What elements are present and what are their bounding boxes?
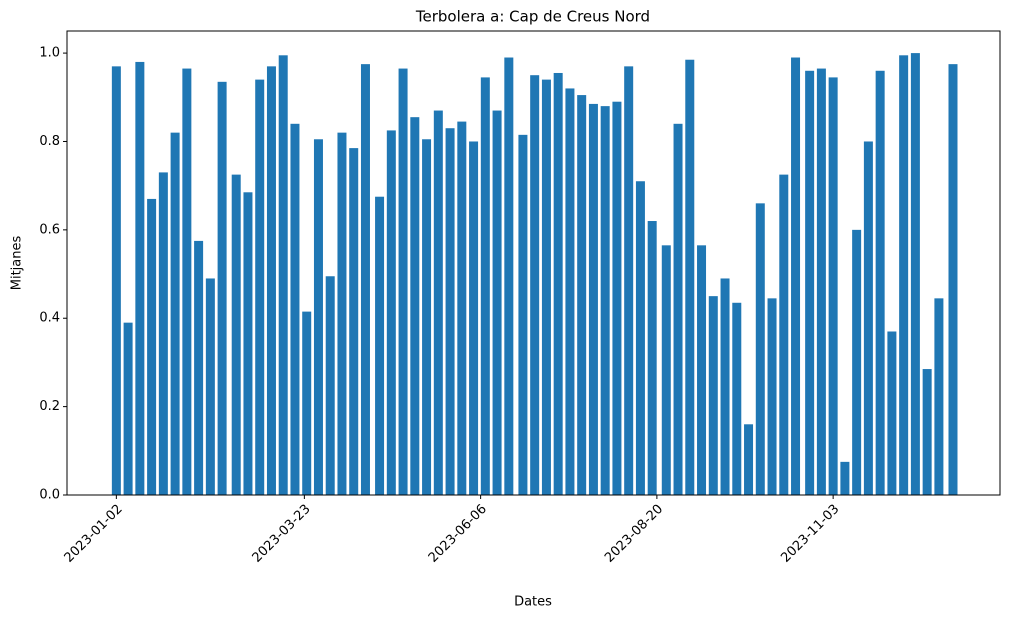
bar [948,64,958,496]
bar [170,132,180,495]
bar [934,298,944,495]
bar [565,88,575,495]
bar [755,203,765,496]
bar [744,424,754,495]
y-tick-label: 0.6 [39,222,60,237]
bar [422,139,432,495]
bar [518,134,528,495]
bar [840,461,850,495]
y-tick-label: 0.4 [39,311,60,326]
bar [600,106,610,495]
bar [530,75,540,495]
bar [732,302,742,495]
y-axis-label: Mitjanes [10,236,25,291]
bar [588,103,598,496]
bar [182,68,192,496]
x-tick-label: 2023-11-03 [778,502,842,566]
x-tick-label: 2023-03-23 [250,502,314,566]
plot-frame [66,30,1001,496]
bar [457,121,467,495]
bar [767,298,777,495]
bar [375,196,385,495]
bar [158,172,168,495]
x-tick-label: 2023-01-02 [62,502,126,566]
bar [480,77,490,496]
bar [360,64,370,496]
bar [612,101,622,495]
bar [302,311,312,495]
bar [875,70,885,496]
bar [217,81,227,496]
bar [266,66,276,495]
bar [791,57,801,496]
bar [135,61,145,495]
bar [337,132,347,495]
x-axis-label: Dates [514,595,552,610]
bar [205,278,215,495]
bar [504,57,514,496]
chart-title: Terbolera a: Cap de Creus Nord [415,8,650,26]
y-tick-label: 0.0 [39,488,60,503]
bar [577,95,587,496]
bar [887,331,897,495]
bar [433,110,443,496]
x-tick-label: 2023-06-06 [426,502,490,566]
bar [541,79,551,495]
bar [624,66,634,495]
y-tick-label: 0.2 [39,399,60,414]
bar [147,198,157,495]
bar [255,79,265,495]
bar [779,174,789,495]
bar [194,240,204,495]
bar [816,68,826,496]
bar [852,229,862,495]
bar [647,221,657,495]
bar [313,139,323,495]
bar [278,55,288,496]
bar [805,70,815,496]
bar [386,130,396,495]
bar [492,110,502,496]
bar [243,192,253,496]
bar [673,123,683,496]
bar [899,55,909,496]
bar [445,128,455,495]
bar [398,68,408,496]
bar [910,53,920,495]
bar [828,77,838,496]
bar [325,276,335,495]
bar [922,369,932,495]
bar [685,59,695,495]
bar [863,141,873,495]
bar [410,117,420,496]
bar [469,141,479,495]
bar [290,123,300,496]
bar [720,278,730,495]
bar [123,322,133,495]
bar [349,148,359,495]
x-tick-label: 2023-08-20 [602,502,666,566]
bar [697,245,707,495]
bar [111,66,121,495]
bar [708,296,718,495]
y-tick-label: 1.0 [39,46,60,61]
bar [553,72,563,495]
bar [635,181,645,495]
y-tick-label: 0.8 [39,134,60,149]
bar [231,174,241,495]
bar [661,245,671,495]
